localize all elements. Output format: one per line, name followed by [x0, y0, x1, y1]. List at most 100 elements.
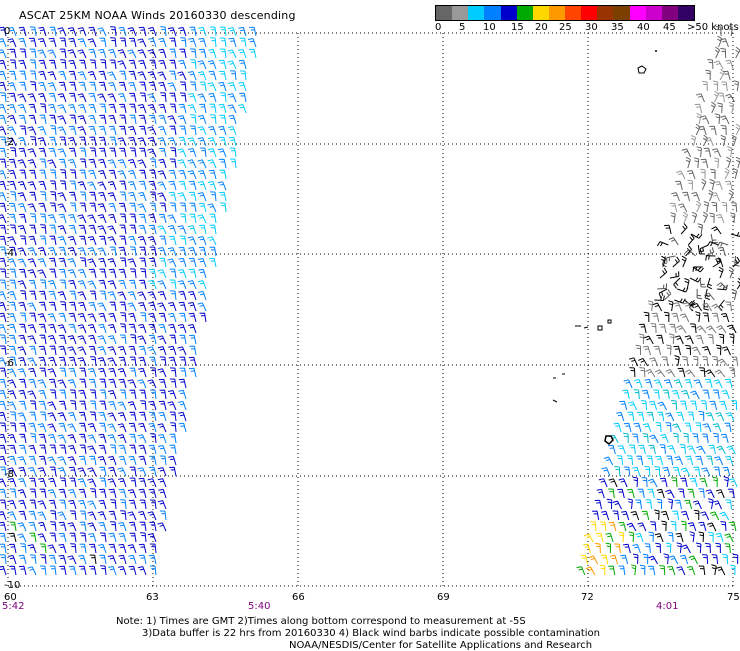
wind-barb — [88, 115, 96, 124]
wind-barb — [90, 203, 96, 212]
wind-barb — [188, 292, 196, 301]
wind-barb — [150, 159, 156, 168]
wind-barb — [657, 412, 664, 421]
wind-barb — [638, 445, 645, 454]
wind-barb — [120, 511, 126, 520]
wind-barb — [139, 126, 146, 135]
wind-barb — [586, 567, 595, 575]
wind-barb — [88, 248, 96, 256]
wind-barb — [718, 93, 725, 102]
wind-barb — [109, 126, 116, 135]
wind-barb — [170, 280, 176, 289]
wind-barb — [657, 283, 666, 289]
wind-barb — [158, 523, 167, 531]
wind-barb — [48, 413, 56, 421]
wind-barb — [29, 346, 36, 355]
wind-barb — [118, 435, 126, 443]
wind-barb — [69, 225, 76, 234]
wind-barb — [29, 291, 36, 300]
wind-barb — [70, 544, 76, 553]
wind-barb — [80, 192, 86, 201]
wind-barb — [705, 138, 713, 146]
wind-barb — [664, 380, 672, 388]
wind-barb — [239, 27, 247, 36]
wind-barb — [98, 457, 106, 466]
wind-barb — [720, 116, 729, 124]
wind-barb — [58, 380, 67, 388]
wind-barb — [109, 368, 117, 377]
wind-barb — [697, 147, 702, 157]
wind-barb — [690, 532, 695, 542]
wind-barb — [178, 193, 186, 201]
wind-barb — [139, 214, 146, 223]
wind-barb — [673, 303, 681, 311]
wind-barb — [129, 500, 136, 509]
wind-barb — [9, 214, 16, 223]
wind-barb — [90, 555, 96, 564]
wind-barb — [18, 105, 26, 114]
wind-barb — [148, 534, 156, 542]
wind-barb — [249, 49, 256, 58]
wind-barb — [699, 489, 705, 498]
wind-barb — [19, 148, 26, 157]
wind-barb — [118, 61, 126, 69]
wind-barb — [48, 215, 56, 223]
wind-barb — [118, 523, 126, 532]
wind-barb — [699, 532, 704, 542]
wind-barb — [19, 555, 26, 564]
wind-barb — [80, 445, 86, 454]
wind-barb — [640, 565, 645, 575]
wind-barb — [190, 49, 196, 58]
wind-barb — [138, 303, 146, 312]
wind-barb — [129, 390, 136, 399]
wind-barb — [38, 512, 47, 520]
wind-barb — [159, 379, 166, 388]
wind-barb — [654, 380, 662, 388]
wind-barb — [78, 555, 86, 564]
wind-barb — [199, 203, 206, 212]
wind-barb — [28, 391, 37, 399]
wind-barb — [138, 72, 146, 80]
wind-barb — [687, 446, 696, 454]
wind-barb — [0, 390, 6, 399]
wind-barb — [720, 522, 726, 531]
wind-barb — [708, 335, 714, 344]
wind-barb — [60, 280, 66, 289]
wind-barb — [676, 533, 683, 542]
wind-barb — [673, 467, 680, 476]
wind-barb — [29, 115, 36, 124]
wind-barb — [68, 556, 77, 564]
wind-barb — [28, 567, 37, 575]
wind-barb — [98, 28, 107, 36]
wind-barb — [219, 60, 226, 69]
wind-barb — [79, 423, 86, 432]
wind-barb — [619, 566, 625, 575]
wind-barb — [139, 280, 146, 289]
wind-barb — [168, 28, 176, 36]
wind-barb — [118, 402, 126, 410]
wind-barb — [129, 60, 136, 69]
wind-barb — [688, 489, 695, 498]
wind-barb — [147, 347, 156, 355]
wind-barb — [19, 467, 27, 476]
wind-barb — [696, 543, 701, 553]
wind-barb — [39, 60, 46, 69]
wind-barb — [108, 391, 116, 400]
wind-barb — [208, 127, 216, 136]
wind-barb — [595, 544, 600, 554]
wind-barb — [99, 280, 106, 289]
wind-barb — [725, 379, 732, 388]
wind-barb — [198, 182, 206, 191]
wind-barb — [19, 71, 26, 80]
wind-barb — [725, 423, 732, 432]
wind-barb — [158, 446, 166, 455]
wind-barb — [19, 434, 26, 443]
wind-barb — [716, 345, 721, 355]
wind-barb — [649, 435, 658, 443]
wind-barb — [79, 236, 86, 245]
wind-barb — [712, 149, 720, 157]
wind-barb — [130, 148, 136, 157]
wind-barb — [714, 158, 719, 168]
wind-barb — [18, 204, 26, 213]
wind-barb — [700, 512, 709, 520]
